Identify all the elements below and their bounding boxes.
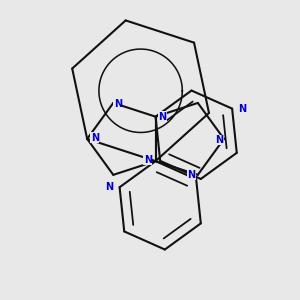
Text: N: N: [106, 182, 114, 192]
Text: N: N: [144, 155, 152, 165]
Text: N: N: [238, 103, 246, 114]
Text: N: N: [114, 99, 122, 109]
Text: N: N: [91, 133, 99, 143]
Text: N: N: [215, 135, 223, 145]
Text: N: N: [158, 112, 166, 122]
Text: N: N: [187, 170, 195, 180]
